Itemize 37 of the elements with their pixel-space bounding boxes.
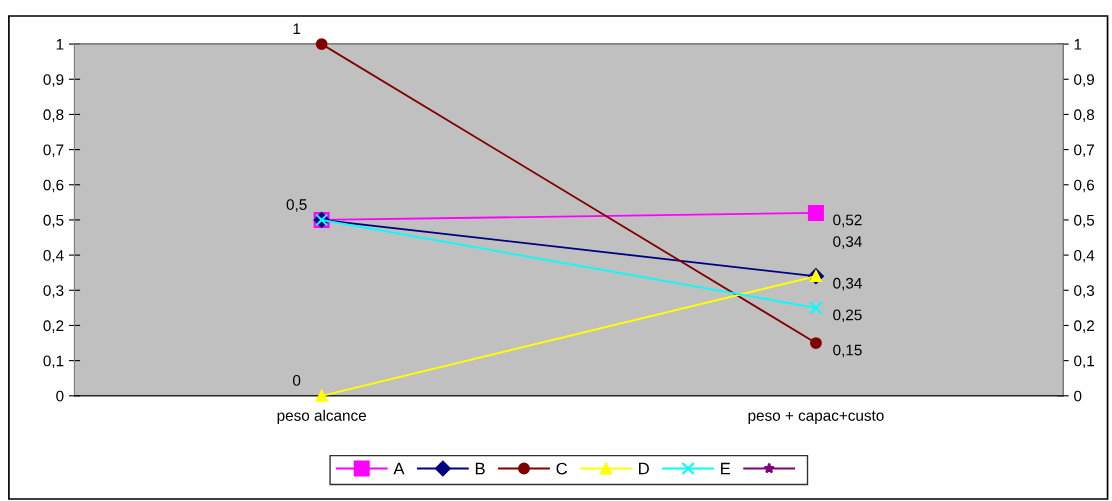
data-label: 1	[293, 23, 301, 34]
y2-tick-label: 0,8	[1074, 109, 1095, 122]
y2-tick-label: 0,2	[1074, 320, 1094, 333]
y2-tick-label: 0	[1074, 390, 1082, 402]
y2-tick-label: 0,6	[1074, 179, 1095, 193]
y2-tick-label: 1	[1074, 39, 1082, 50]
legend-label: C	[556, 462, 568, 475]
y-tick-label: 0,4	[43, 249, 64, 263]
data-label: 0,25	[833, 309, 862, 323]
y2-tick-label: 0,7	[1074, 144, 1094, 158]
x-tick-label: peso alcance	[277, 409, 366, 424]
y2-tick-label: 0,4	[1074, 249, 1095, 263]
y-tick-label: 0,2	[43, 320, 64, 333]
data-label: 0,34	[833, 277, 862, 291]
y-tick-label: 0,7	[43, 144, 64, 158]
y-tick-label: 0,8	[43, 109, 64, 122]
legend-label: B	[475, 462, 485, 475]
y2-tick-label: 0,3	[1074, 285, 1095, 298]
legend-label: E	[721, 462, 731, 475]
data-label: 0,15	[833, 344, 862, 358]
data-label: 0,34	[833, 236, 862, 249]
data-label: 0,52	[833, 214, 862, 228]
y-tick-label: 0,5	[43, 214, 64, 228]
y-tick-label: 0,9	[43, 74, 64, 87]
y2-tick-label: 0,5	[1074, 214, 1095, 228]
data-label: 0,5	[286, 199, 307, 212]
y-tick-label: 1	[56, 39, 64, 50]
legend-label: D	[639, 462, 649, 475]
legend-label: A	[393, 462, 405, 475]
y2-tick-label: 0,1	[1074, 355, 1094, 369]
x-tick-label: peso + capac+custo	[748, 410, 884, 424]
y2-tick-label: 0,9	[1074, 74, 1094, 87]
y-tick-label: 0,1	[43, 355, 64, 369]
y-tick-label: 0,3	[43, 285, 64, 298]
data-label: 0	[292, 375, 301, 386]
y-tick-label: 0	[56, 390, 64, 402]
y-tick-label: 0,6	[43, 179, 64, 193]
